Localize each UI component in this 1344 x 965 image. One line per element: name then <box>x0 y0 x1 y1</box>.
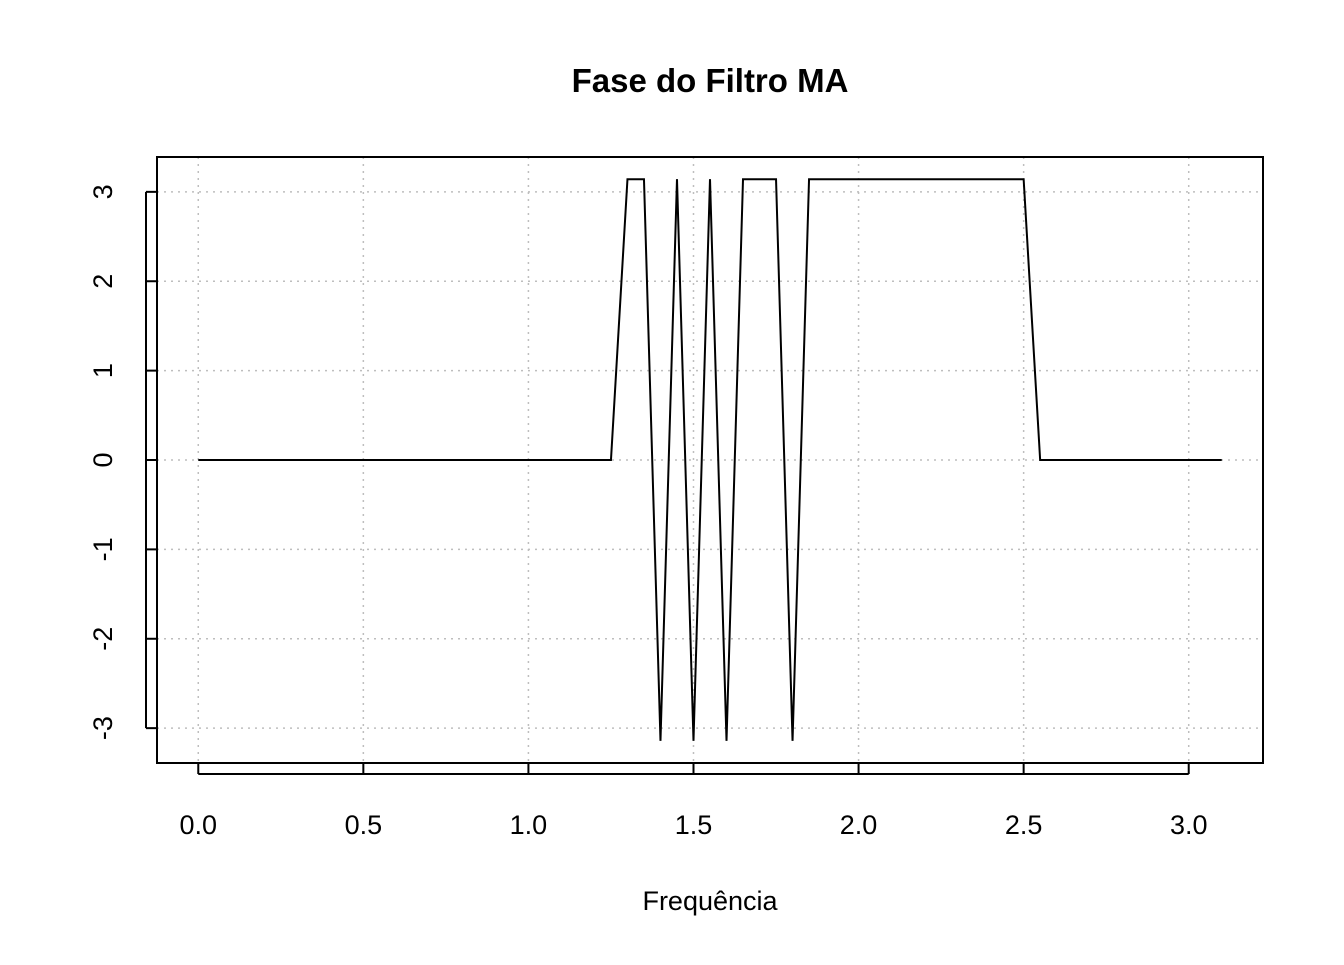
series-line <box>198 178 1222 741</box>
y-tick-label: 0 <box>88 452 118 467</box>
x-axis-label: Frequência <box>642 886 778 916</box>
grid-lines <box>157 157 1263 763</box>
y-tick-label: 1 <box>88 363 118 378</box>
x-tick-label: 2.0 <box>840 810 878 840</box>
x-tick-label: 0.0 <box>179 810 217 840</box>
data-layer <box>198 178 1222 741</box>
y-tick-label: 2 <box>88 274 118 289</box>
y-tick-label: -2 <box>88 627 118 651</box>
y-tick-label: -1 <box>88 537 118 561</box>
y-axis: -3 -2 -1 0 1 2 3 <box>88 184 157 740</box>
x-tick-label: 1.0 <box>510 810 548 840</box>
x-tick-label: 2.5 <box>1005 810 1043 840</box>
y-tick-label: -3 <box>88 716 118 740</box>
x-tick-label: 0.5 <box>345 810 383 840</box>
x-tick-label: 3.0 <box>1170 810 1208 840</box>
chart-title: Fase do Filtro MA <box>572 62 849 99</box>
x-axis: 0.0 0.5 1.0 1.5 2.0 2.5 3.0 <box>179 763 1207 840</box>
x-tick-label: 1.5 <box>675 810 713 840</box>
y-tick-label: 3 <box>88 184 118 199</box>
